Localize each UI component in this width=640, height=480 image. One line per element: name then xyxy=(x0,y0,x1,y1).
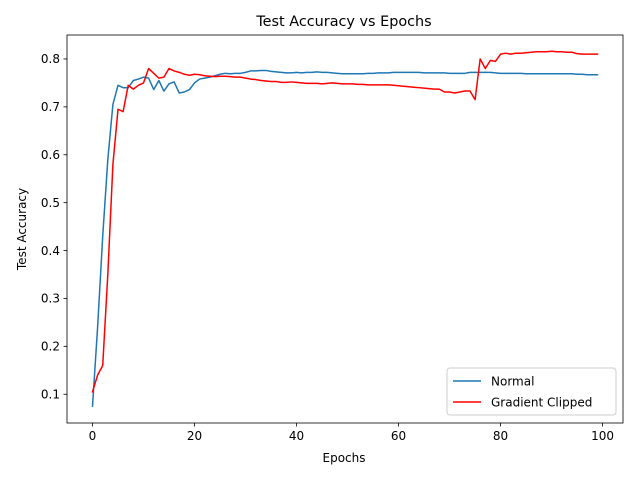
plot-area xyxy=(91,50,599,408)
series-line-normal xyxy=(91,69,599,408)
y-tick-label: 0.2 xyxy=(41,340,60,354)
chart-title: Test Accuracy vs Epochs xyxy=(255,14,431,30)
y-tick-label: 0.3 xyxy=(41,292,60,306)
y-tick-label: 0.7 xyxy=(41,100,60,114)
legend-label-normal: Normal xyxy=(491,375,534,389)
x-tick-label: 80 xyxy=(493,429,508,443)
series-line-gradient-clipped xyxy=(91,50,599,393)
legend-box xyxy=(446,367,617,416)
y-tick-label: 0.4 xyxy=(41,244,60,258)
x-tick-label: 100 xyxy=(591,429,614,443)
x-tick-label: 20 xyxy=(187,429,202,443)
y-tick-label: 0.6 xyxy=(41,148,60,162)
y-tick-label: 0.5 xyxy=(41,196,60,210)
y-tick-label: 0.1 xyxy=(41,387,60,401)
x-tick-label: 60 xyxy=(391,429,406,443)
y-tick-label: 0.8 xyxy=(41,52,60,66)
axes-frame xyxy=(66,34,624,424)
x-tick-label: 40 xyxy=(289,429,304,443)
x-tick-label: 0 xyxy=(89,429,97,443)
legend: Normal Gradient Clipped xyxy=(446,367,617,416)
axes: 0 20 40 60 80 100 0.1 0.2 0.3 0.4 0.5 0.6 0.7 0.8 xyxy=(41,34,624,443)
legend-label-gradient-clipped: Gradient Clipped xyxy=(491,396,592,410)
y-axis-label: Test Accuracy xyxy=(15,188,29,271)
x-axis-label: Epochs xyxy=(323,451,366,465)
